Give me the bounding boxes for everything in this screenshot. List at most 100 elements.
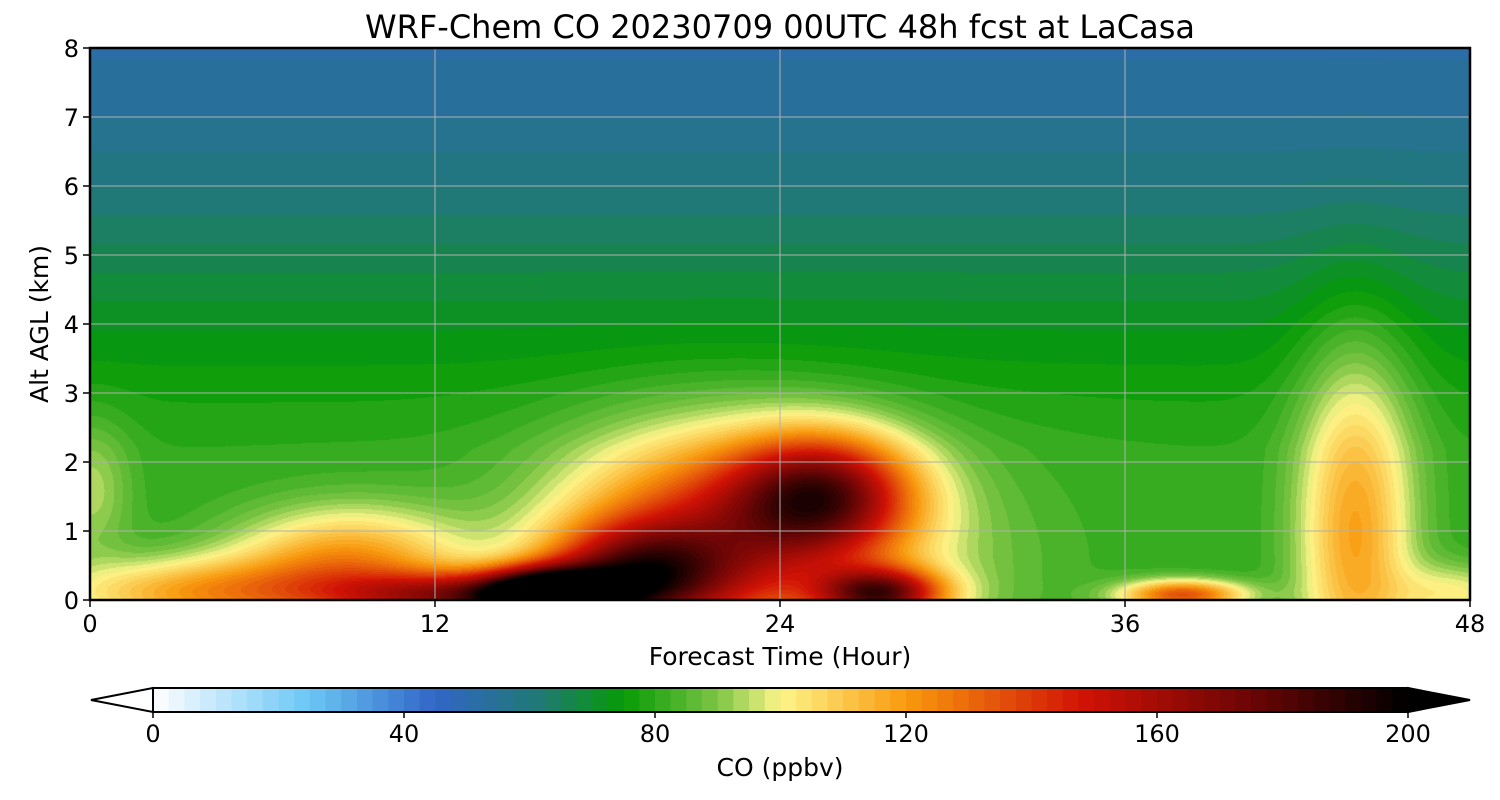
colorbar-segment — [1172, 688, 1189, 712]
x-axis-label: Forecast Time (Hour) — [649, 642, 912, 671]
colorbar-segment — [670, 688, 687, 712]
colorbar-segment — [717, 688, 735, 712]
colorbar-tick-label: 200 — [1385, 720, 1431, 748]
colorbar-frame — [152, 687, 1409, 713]
colorbar: 0 40 80 120 160 200 CO (ppbv) — [90, 686, 1471, 782]
y-tick-label: 1 — [64, 518, 79, 546]
colorbar-segment — [184, 688, 201, 712]
colorbar-segment — [466, 688, 484, 712]
colorbar-segment — [764, 688, 782, 712]
y-tick-label: 2 — [64, 449, 79, 477]
colorbar-segment — [906, 688, 923, 712]
colorbar-segment — [623, 688, 640, 712]
colorbar-segment — [404, 688, 421, 712]
colorbar-segment — [1251, 688, 1268, 712]
y-tick-label: 3 — [64, 380, 79, 408]
y-tick-label: 0 — [64, 587, 79, 615]
colorbar-segment — [639, 688, 656, 712]
colorbar-segment — [341, 688, 358, 712]
colorbar-segment — [576, 688, 593, 712]
colorbar-segment — [1062, 688, 1080, 712]
colorbar-segment — [1125, 688, 1142, 712]
colorbar-segment — [1109, 688, 1127, 712]
colorbar-segment — [200, 688, 217, 712]
colorbar-segment — [1282, 688, 1299, 712]
colorbar-segment — [388, 688, 405, 712]
colorbar-segment — [1188, 688, 1205, 712]
colorbar-segment — [482, 688, 499, 712]
colorbar-segment — [1376, 688, 1393, 712]
colorbar-segment — [1157, 688, 1174, 712]
colorbar-tick-label: 120 — [883, 720, 929, 748]
x-axis-ticks: 0 12 24 36 48 — [82, 600, 1485, 638]
colorbar-segment — [372, 688, 389, 712]
colorbar-segment — [1094, 688, 1111, 712]
colorbar-segment — [215, 688, 233, 712]
colorbar-segment — [953, 688, 970, 712]
y-axis-ticks: 0 1 2 3 4 5 6 7 8 — [64, 35, 90, 615]
colorbar-segment — [498, 688, 515, 712]
colorbar-tick-label: 40 — [389, 720, 420, 748]
colorbar-segment — [921, 688, 938, 712]
colorbar-segment — [968, 688, 986, 712]
colorbar-segment — [874, 688, 891, 712]
colorbar-tick-label: 0 — [145, 720, 160, 748]
colorbar-segment — [984, 688, 1001, 712]
colorbar-segment — [168, 688, 185, 712]
colorbar-segment — [780, 688, 797, 712]
colorbar-segment — [592, 688, 609, 712]
y-tick-label: 8 — [64, 35, 79, 63]
colorbar-segment — [1360, 688, 1378, 712]
colorbar-segment — [294, 688, 311, 712]
colorbar-segment — [153, 688, 170, 712]
colorbar-tick-label: 80 — [640, 720, 671, 748]
x-tick-label: 0 — [82, 610, 97, 638]
colorbar-segment — [247, 688, 264, 712]
colorbar-segments — [153, 688, 1409, 712]
colorbar-segment — [1235, 688, 1252, 712]
colorbar-segment — [1313, 688, 1331, 712]
colorbar-segment — [419, 688, 436, 712]
colorbar-segment — [890, 688, 907, 712]
colorbar-segment — [451, 688, 468, 712]
colorbar-segment — [655, 688, 672, 712]
plot-area — [88, 46, 1472, 602]
colorbar-segment — [1015, 688, 1033, 712]
y-tick-label: 4 — [64, 311, 79, 339]
colorbar-segment — [1329, 688, 1346, 712]
colorbar-segment — [1219, 688, 1237, 712]
colorbar-segment — [513, 688, 531, 712]
colorbar-tick-label: 160 — [1134, 720, 1180, 748]
colorbar-label: CO (ppbv) — [717, 753, 844, 782]
colorbar-segment — [1204, 688, 1221, 712]
colorbar-segment — [529, 688, 546, 712]
x-tick-label: 48 — [1455, 610, 1486, 638]
colorbar-segment — [607, 688, 625, 712]
colorbar-segment — [702, 688, 719, 712]
colorbar-segment — [858, 688, 876, 712]
colorbar-segment — [545, 688, 562, 712]
colorbar-segment — [325, 688, 342, 712]
colorbar-segment — [796, 688, 813, 712]
chart-title: WRF-Chem CO 20230709 00UTC 48h fcst at L… — [365, 8, 1195, 46]
colorbar-segment — [1392, 688, 1409, 712]
colorbar-segment — [749, 688, 766, 712]
colorbar-segment — [1141, 688, 1158, 712]
colorbar-segment — [231, 688, 248, 712]
colorbar-segment — [1031, 688, 1048, 712]
colorbar-segment — [827, 688, 844, 712]
colorbar-segment — [560, 688, 578, 712]
x-tick-label: 24 — [765, 610, 796, 638]
colorbar-segment — [356, 688, 374, 712]
colorbar-segment — [733, 688, 750, 712]
colorbar-ticks: 0 40 80 120 160 200 — [145, 712, 1431, 748]
colorbar-extend-low — [90, 686, 154, 714]
colorbar-segment — [686, 688, 703, 712]
colorbar-segment — [1047, 688, 1064, 712]
colorbar-segment — [1078, 688, 1095, 712]
y-tick-label: 7 — [64, 104, 79, 132]
colorbar-segment — [937, 688, 954, 712]
x-tick-label: 12 — [420, 610, 451, 638]
colorbar-segment — [843, 688, 860, 712]
